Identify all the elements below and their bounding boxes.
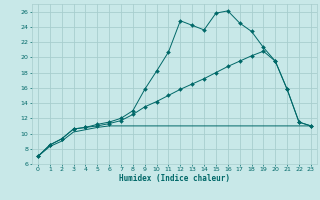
- X-axis label: Humidex (Indice chaleur): Humidex (Indice chaleur): [119, 174, 230, 183]
